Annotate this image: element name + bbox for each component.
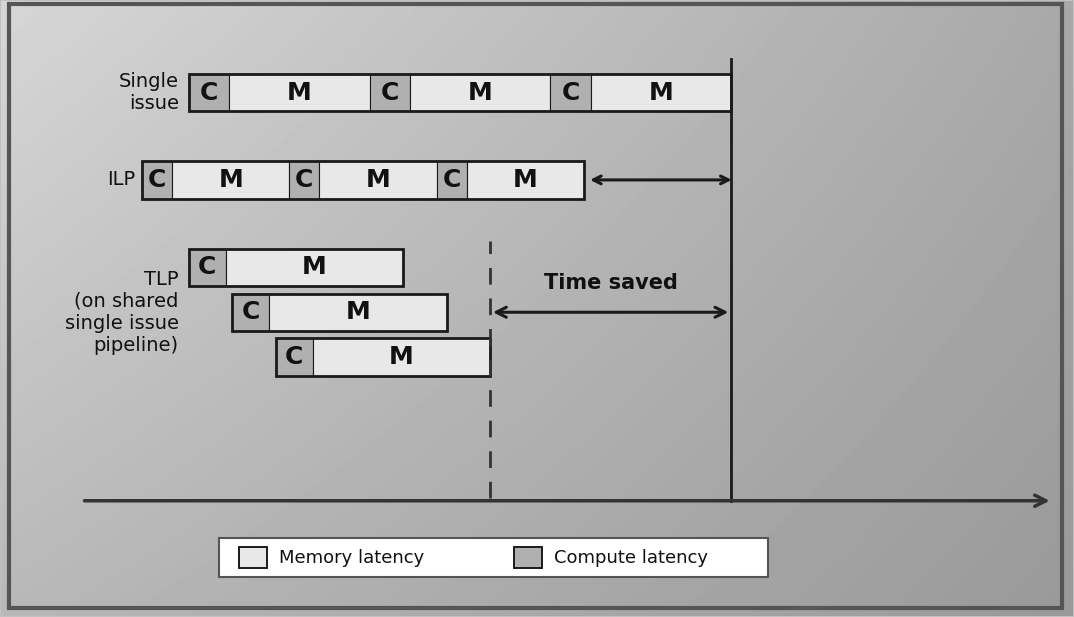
Bar xyxy=(189,74,229,111)
Bar xyxy=(436,161,467,199)
Text: C: C xyxy=(200,81,218,104)
Bar xyxy=(591,74,731,111)
Text: M: M xyxy=(513,168,538,192)
Bar xyxy=(313,339,490,376)
Bar xyxy=(189,249,403,286)
Bar xyxy=(219,538,768,577)
Text: M: M xyxy=(287,81,311,104)
Text: C: C xyxy=(442,168,461,192)
Text: M: M xyxy=(389,345,413,369)
Bar xyxy=(229,74,369,111)
Bar xyxy=(240,547,267,568)
Text: C: C xyxy=(295,168,314,192)
Bar xyxy=(142,161,172,199)
Text: C: C xyxy=(148,168,166,192)
Bar xyxy=(189,249,226,286)
Text: C: C xyxy=(285,345,304,369)
Bar xyxy=(550,74,591,111)
Bar xyxy=(369,74,410,111)
Bar xyxy=(319,161,436,199)
Text: M: M xyxy=(649,81,673,104)
Text: Time saved: Time saved xyxy=(543,273,678,293)
Text: C: C xyxy=(242,300,260,325)
Bar xyxy=(172,161,289,199)
Text: ILP: ILP xyxy=(107,170,135,189)
Text: M: M xyxy=(365,168,390,192)
Text: C: C xyxy=(198,255,217,280)
Bar xyxy=(513,547,541,568)
Bar xyxy=(142,161,584,199)
Bar xyxy=(232,294,270,331)
Bar xyxy=(276,339,490,376)
Text: M: M xyxy=(218,168,243,192)
Bar xyxy=(289,161,319,199)
Text: Compute latency: Compute latency xyxy=(554,549,708,566)
Bar xyxy=(410,74,550,111)
Text: C: C xyxy=(380,81,398,104)
Bar xyxy=(467,161,584,199)
Text: M: M xyxy=(302,255,326,280)
Bar xyxy=(189,74,731,111)
Bar xyxy=(226,249,403,286)
Bar xyxy=(276,339,313,376)
Bar xyxy=(232,294,447,331)
Text: M: M xyxy=(467,81,493,104)
Text: C: C xyxy=(562,81,580,104)
Text: M: M xyxy=(346,300,371,325)
Bar xyxy=(240,547,267,568)
Bar xyxy=(513,547,541,568)
Text: Single
issue: Single issue xyxy=(119,72,178,113)
Text: TLP
(on shared
single issue
pipeline): TLP (on shared single issue pipeline) xyxy=(64,270,178,355)
Bar xyxy=(270,294,447,331)
Text: Memory latency: Memory latency xyxy=(279,549,424,566)
